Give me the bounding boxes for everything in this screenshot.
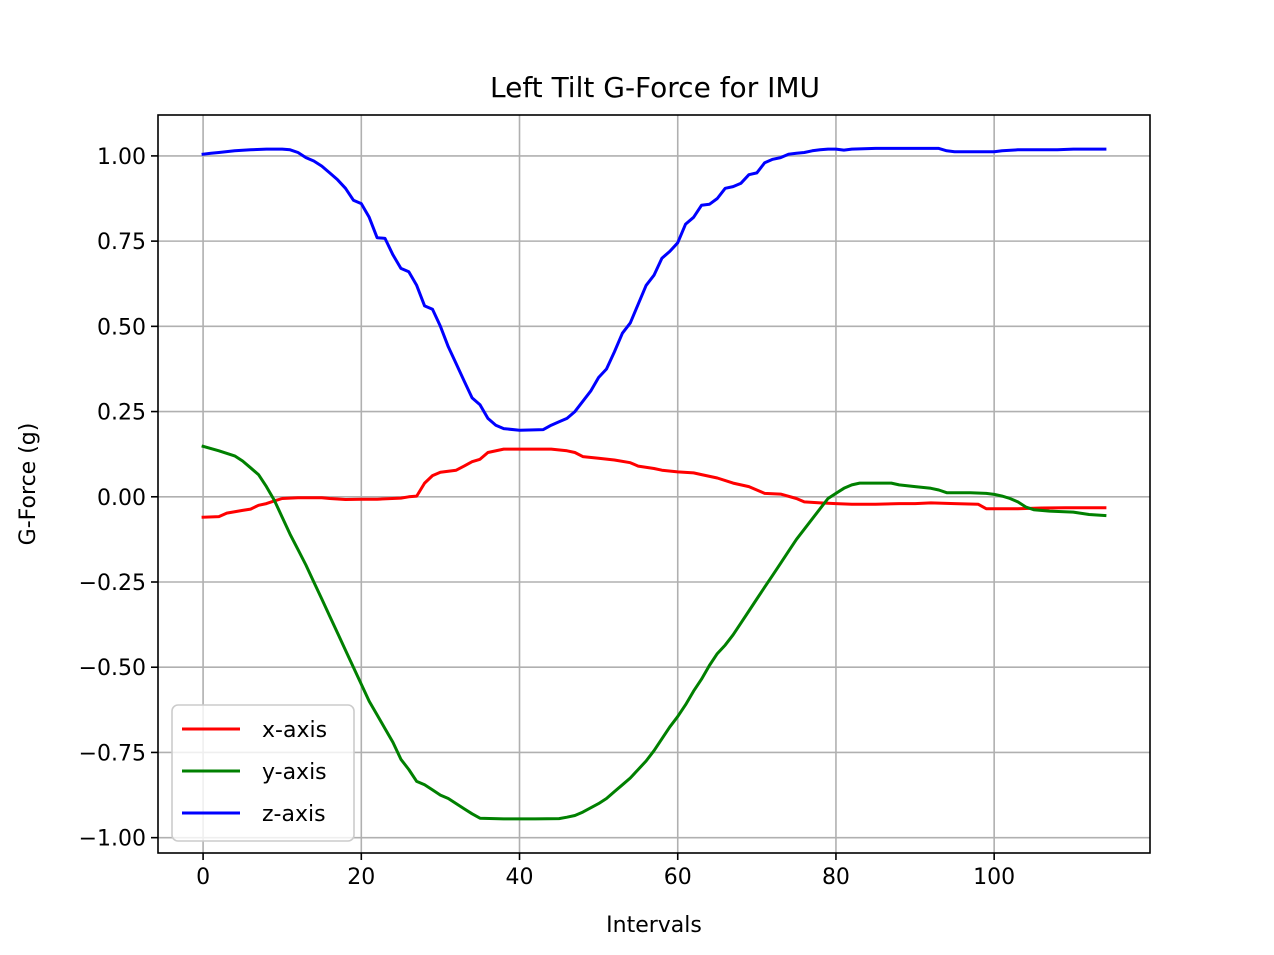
y-tick-label: 0.50 xyxy=(97,315,146,340)
x-tick-label: 40 xyxy=(506,865,534,890)
x-tick-label: 100 xyxy=(973,865,1015,890)
plot-frame xyxy=(157,114,1151,854)
y-tick-label: −1.00 xyxy=(79,827,146,852)
y-tick-label: 0.25 xyxy=(97,401,146,426)
y-tick-label: 0.00 xyxy=(97,486,146,511)
legend: x-axis y-axis z-axis xyxy=(171,704,355,842)
x-tick-label: 60 xyxy=(664,865,692,890)
legend-box xyxy=(171,704,355,842)
series-layer xyxy=(201,146,1107,821)
plot-area xyxy=(157,114,1151,854)
y-axis-title: G-Force (g) xyxy=(16,423,41,546)
series-line-y-axis xyxy=(201,444,1107,821)
x-axis: 0 20 40 60 80 100 xyxy=(196,853,1015,890)
legend-label: z-axis xyxy=(262,802,326,827)
x-axis-title: Intervals xyxy=(606,913,702,938)
series-line-x-axis xyxy=(201,447,1107,519)
x-tick-label: 20 xyxy=(347,865,375,890)
y-tick-label: 1.00 xyxy=(97,145,146,170)
legend-label: y-axis xyxy=(262,760,327,785)
legend-label: x-axis xyxy=(262,718,327,743)
chart-title: Left Tilt G-Force for IMU xyxy=(490,71,820,104)
y-tick-label: 0.75 xyxy=(97,230,146,255)
x-tick-label: 80 xyxy=(822,865,850,890)
y-tick-label: −0.50 xyxy=(79,656,146,681)
series-line-z-axis xyxy=(201,146,1107,432)
x-tick-label: 0 xyxy=(196,865,210,890)
y-axis: 1.00 0.75 0.50 0.25 0.00 −0.25 −0.50 −0.75 −1.00 xyxy=(79,145,158,852)
y-tick-label: −0.75 xyxy=(79,741,146,766)
y-tick-label: −0.25 xyxy=(79,571,146,596)
